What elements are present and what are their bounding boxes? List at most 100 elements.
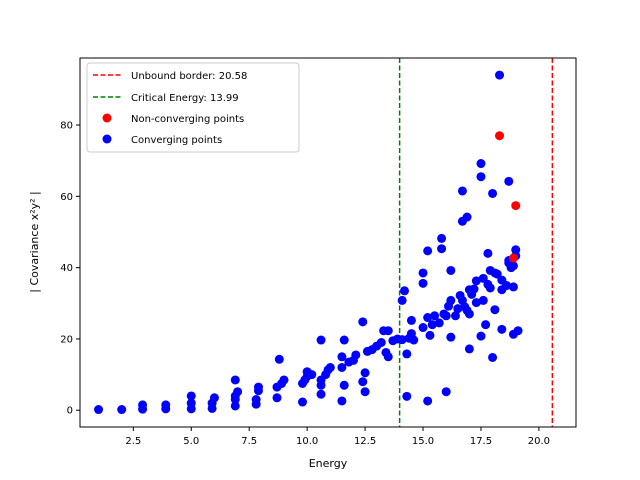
converging-point [383,326,393,336]
x-tick-label: 5.0 [183,436,199,447]
converging-point [186,391,196,401]
converging-point [279,375,289,385]
x-axis-ticks: 2.5 5.0 7.5 10.0 12.5 15.0 17.5 20.0 [125,427,550,447]
converging-point [376,338,386,348]
converging-point [383,352,393,362]
converging-point [513,326,523,336]
converging-point [457,186,467,196]
converging-point [476,172,486,182]
converging-point [481,320,491,330]
converging-point [441,387,451,397]
converging-point [406,315,416,325]
converging-point [233,387,243,397]
converging-point [358,317,368,327]
converging-point [418,323,428,333]
y-tick-label: 40 [60,263,73,274]
y-axis-label: | Covariance x²y² | [28,191,41,293]
legend-label-critical-energy: Critical Energy: 13.99 [131,93,239,104]
converging-point [478,295,488,305]
converging-point [483,248,493,258]
converging-point [446,332,456,342]
converging-point [399,286,409,296]
legend-label-converging: Converging points [131,135,222,146]
converging-point [186,398,196,408]
converging-point [397,335,407,345]
legend: Unbound border: 20.58 Critical Energy: 1… [86,62,300,153]
converging-point [402,349,412,359]
x-tick-label: 20.0 [528,436,550,447]
reference-lines [398,58,554,427]
converging-point [397,295,407,305]
converging-point [161,400,171,410]
converging-point [423,396,433,406]
converging-point [339,380,349,390]
converging-point [251,395,261,405]
converging-point [253,382,263,392]
converging-point [94,405,104,415]
converging-point [339,335,349,345]
converging-point [476,331,486,341]
converging-point [464,344,474,354]
y-tick-label: 20 [60,334,73,345]
converging-point [418,268,428,278]
converging-point [402,391,412,401]
converging-point [360,368,370,378]
legend-box [86,62,300,153]
converging-point [488,352,498,362]
converging-point [476,159,486,169]
converging-point [469,284,479,294]
converging-point [495,70,505,80]
non-converging-point [508,253,518,263]
converging-point [437,233,447,243]
converging-point [337,352,347,362]
converging-point [230,375,240,385]
converging-point [316,389,326,399]
converging-point [427,320,437,330]
data-points [94,70,523,415]
converging-point [434,318,444,328]
converging-point [138,400,148,410]
converging-point [360,387,370,397]
converging-point [423,313,433,323]
converging-point [446,295,456,305]
converging-point [298,397,308,407]
legend-marker-non-converging [102,113,112,123]
converging-point [490,305,500,315]
converging-point [423,246,433,256]
converging-point [425,330,435,340]
legend-label-unbound-border: Unbound border: 20.58 [131,71,247,82]
x-tick-label: 12.5 [354,436,376,447]
converging-point [358,377,368,387]
converging-point [325,362,335,372]
converging-point [337,396,347,406]
converging-point [508,261,518,271]
converging-point [508,282,518,292]
non-converging-point [511,201,521,211]
converging-point [409,335,419,345]
converging-point [497,324,507,334]
converging-point [453,304,463,314]
y-axis-ticks: 0 20 40 60 80 [60,121,80,417]
converging-point [471,276,481,286]
x-tick-label: 2.5 [125,436,141,447]
converging-point [117,405,127,415]
converging-point [504,176,514,186]
legend-marker-converging [102,134,112,144]
converging-point [462,212,472,222]
converging-point [437,244,447,254]
converging-point [450,311,460,321]
y-tick-label: 0 [67,406,73,417]
converging-point [430,311,440,321]
converging-point [488,188,498,198]
converging-point [209,393,219,403]
legend-label-non-converging: Non-converging points [131,114,244,125]
x-tick-label: 7.5 [241,436,257,447]
x-tick-label: 15.0 [412,436,434,447]
x-tick-label: 17.5 [470,436,492,447]
converging-point [441,311,451,321]
converging-point [471,298,481,308]
converging-point [418,278,428,288]
converging-point [272,393,282,403]
converging-point [501,280,511,290]
